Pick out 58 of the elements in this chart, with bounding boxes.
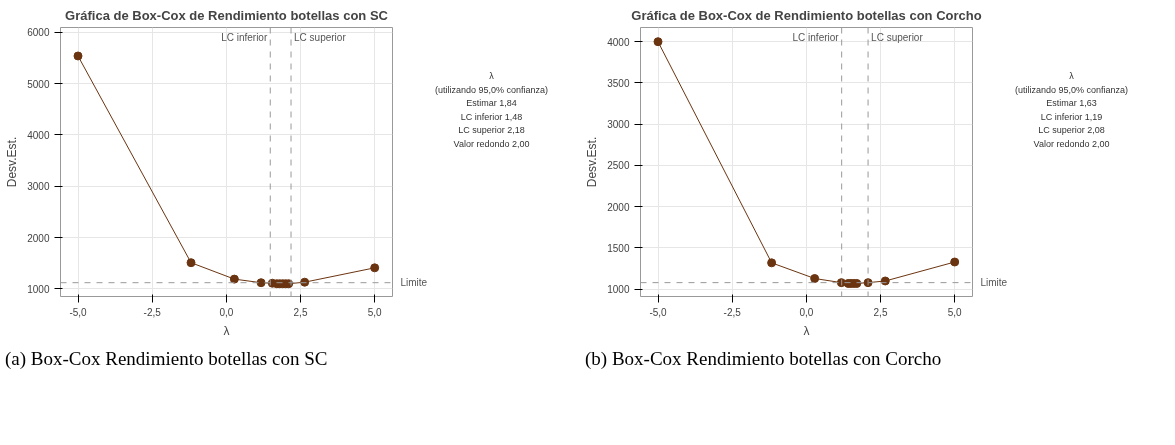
y-tick-label: 3000 <box>27 181 50 193</box>
y-tick-label: 1000 <box>27 283 50 295</box>
text: (a) Box-Cox Rendimiento botellas con SC <box>5 347 328 371</box>
y-tick-label: 2000 <box>27 232 50 244</box>
text: λ <box>489 71 494 81</box>
x-axis-title: λ <box>803 323 810 338</box>
y-tick-label: 3500 <box>607 77 630 89</box>
y-axis-title: Desv.Est. <box>585 136 600 188</box>
ref-line-label: LC inferior <box>792 31 840 43</box>
text: LC superior 2,18 <box>458 125 525 135</box>
point <box>229 274 239 284</box>
chart-title: Gráfica de Box-Cox de Rendimiento botellas con Corcho <box>631 7 982 23</box>
point <box>73 51 83 61</box>
y-tick-label: 2500 <box>607 160 630 172</box>
x-tick-label: -2,5 <box>143 306 162 318</box>
x-tick-label: 0,0 <box>799 306 814 318</box>
point <box>186 258 196 268</box>
y-tick-label: 1000 <box>607 284 630 296</box>
text: Estimar 1,84 <box>466 98 517 108</box>
y-tick-label: 5000 <box>27 78 50 90</box>
x-tick-label: 5,0 <box>367 306 383 318</box>
text: LC inferior 1,48 <box>460 111 523 122</box>
ref-line-label: Limite <box>400 277 428 289</box>
text: Valor redondo 2,00 <box>1033 138 1110 149</box>
text: (utilizando 95,0% confianza) <box>435 84 549 95</box>
text: (utilizando 95,0% confianza) <box>1015 84 1129 95</box>
y-axis-title: Desv.Est. <box>5 136 20 188</box>
text: λ <box>1069 71 1074 81</box>
point <box>370 263 380 273</box>
x-tick-label: 2,5 <box>873 306 888 318</box>
y-tick-label: 6000 <box>27 27 50 39</box>
text: Estimar 1,63 <box>1046 98 1097 108</box>
x-tick-label: -5,0 <box>649 306 668 318</box>
x-tick-label: 5,0 <box>947 306 963 318</box>
point <box>653 37 663 47</box>
text: (b) Box-Cox Rendimiento botellas con Corcho <box>585 347 942 371</box>
point <box>256 278 266 288</box>
y-tick-label: 4000 <box>27 129 50 141</box>
ref-line-label: LC superior <box>294 31 347 43</box>
ref-line-label: Limite <box>980 277 1008 289</box>
y-tick-label: 1500 <box>607 242 630 254</box>
y-tick-label: 3000 <box>607 119 630 131</box>
text: Valor redondo 2,00 <box>453 138 530 149</box>
x-tick-label: -2,5 <box>723 306 742 318</box>
point <box>767 258 777 268</box>
text: LC superior 2,08 <box>1038 125 1105 135</box>
point <box>950 257 960 267</box>
y-tick-label: 2000 <box>607 201 630 213</box>
x-tick-label: 2,5 <box>293 306 308 318</box>
x-tick-label: -5,0 <box>69 306 88 318</box>
x-axis-title: λ <box>223 323 230 338</box>
ref-line-label: LC superior <box>871 31 924 43</box>
y-tick-label: 4000 <box>607 36 630 48</box>
chart-title: Gráfica de Box-Cox de Rendimiento botellas con SC <box>65 7 389 23</box>
ref-line-label: LC inferior <box>221 31 268 43</box>
x-tick-label: 0,0 <box>219 306 234 318</box>
text: LC inferior 1,19 <box>1040 111 1103 122</box>
point <box>810 274 820 283</box>
